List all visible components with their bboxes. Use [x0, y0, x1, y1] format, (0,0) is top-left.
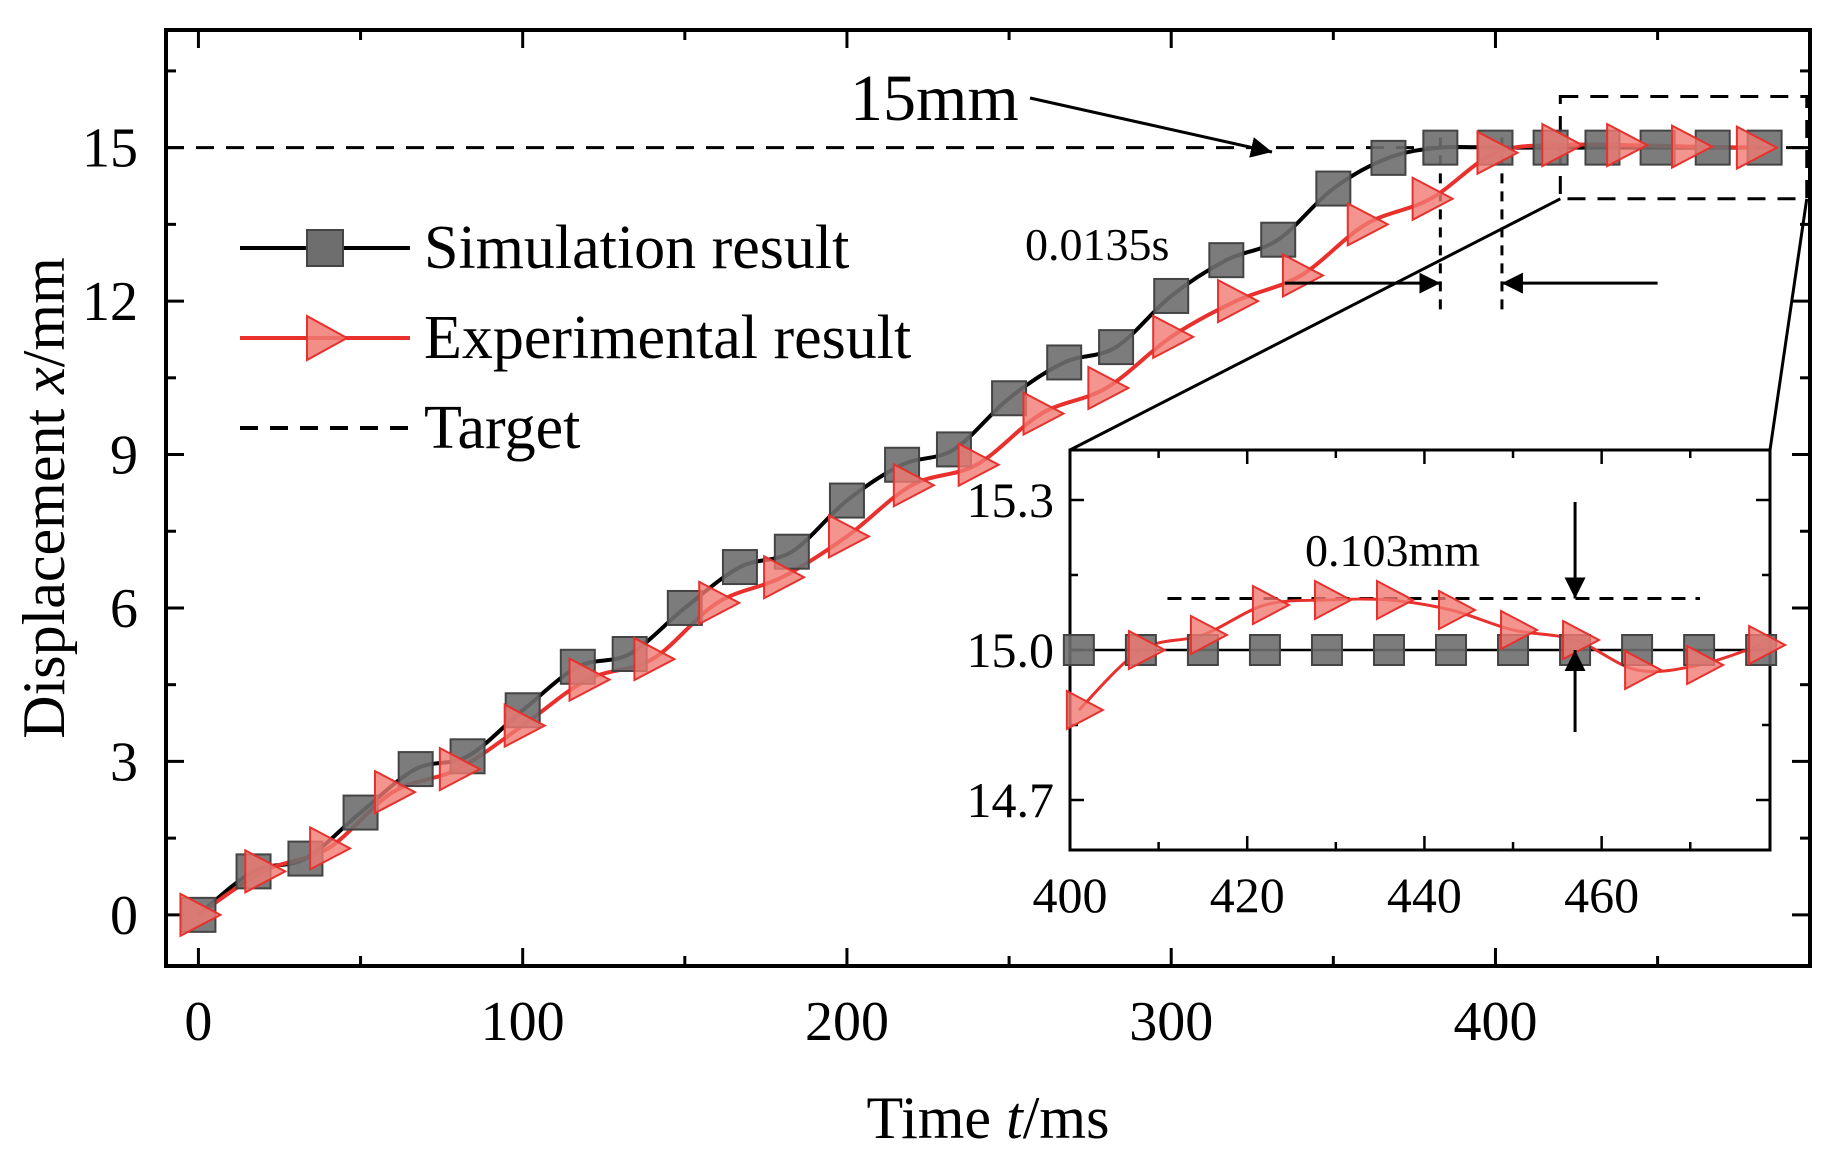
- inset-simulation-point: [1062, 634, 1095, 666]
- inset-experimental-point: [1189, 614, 1230, 656]
- x-tick-label: 300: [1129, 991, 1213, 1053]
- inset-x-tick-label: 420: [1210, 867, 1285, 923]
- simulation-point: [1098, 329, 1135, 366]
- experimental-point: [892, 462, 936, 508]
- simulation-point: [991, 380, 1028, 417]
- experimental-point: [698, 580, 742, 626]
- x-tick-label: 0: [184, 991, 212, 1053]
- settling-time-annotation: 0.0135s: [1025, 219, 1169, 270]
- inset-experimental-point: [1127, 629, 1168, 671]
- target-annotation: 15mm: [850, 62, 1019, 135]
- inset-experimental-point: [1251, 584, 1292, 626]
- legend-label-target: Target: [424, 394, 580, 462]
- inset-y-tick-label: 14.7: [967, 772, 1055, 828]
- simulation-point: [1153, 277, 1190, 314]
- simulation-point: [773, 533, 810, 570]
- inset-simulation-point: [1435, 634, 1468, 666]
- experimental-point: [957, 442, 1001, 488]
- y-tick-label: 9: [110, 425, 138, 487]
- experimental-point: [1541, 122, 1585, 168]
- inset-x-tick-label: 400: [1033, 867, 1108, 923]
- inset-experimental-point: [1686, 644, 1726, 686]
- simulation-point: [1639, 129, 1676, 166]
- inset-experimental-point: [1313, 579, 1354, 621]
- experimental-point: [1735, 124, 1780, 171]
- experimental-point: [568, 656, 612, 703]
- inset-y-tick-label: 15.0: [967, 622, 1055, 678]
- x-axis-title: Time t/ms: [867, 1085, 1110, 1151]
- inset-chart: 400 420 440 460 14.7 15.0 15.3 0.103mm: [967, 448, 1788, 923]
- simulation-point: [397, 751, 434, 788]
- y-tick-label: 6: [110, 578, 138, 640]
- y-tick-label: 12: [82, 271, 138, 333]
- target-annotation-arrow: [1029, 96, 1273, 158]
- experimental-point: [1671, 123, 1715, 170]
- experimental-point: [763, 554, 807, 600]
- simulation-point: [1046, 344, 1083, 381]
- y-axis-title: Displacement x/mm: [11, 257, 77, 739]
- inset-experimental-point: [1375, 579, 1416, 621]
- simulation-point: [1315, 170, 1352, 207]
- simulation-point: [1370, 139, 1407, 176]
- experimental-point: [1217, 278, 1261, 324]
- x-tick-label: 100: [481, 991, 565, 1053]
- inset-experimental-point: [1624, 649, 1664, 691]
- legend-label-experimental: Experimental result: [424, 304, 911, 372]
- legend-label-simulation: Simulation result: [424, 214, 849, 282]
- experimental-point: [1606, 122, 1650, 168]
- experimental-point: [1281, 252, 1326, 299]
- inset-experimental-point: [1065, 689, 1106, 731]
- experimental-point: [1476, 130, 1520, 176]
- experimental-point: [373, 769, 418, 815]
- experimental-point: [1087, 365, 1131, 411]
- legend-marker-simulation: [306, 229, 344, 267]
- inset-experimental-point: [1438, 589, 1478, 631]
- inset-experimental-point: [1748, 624, 1788, 666]
- inset-simulation-point: [1310, 634, 1343, 666]
- overshoot-annotation: 0.103mm: [1305, 525, 1480, 576]
- y-tick-label: 3: [110, 731, 138, 793]
- simulation-point: [721, 549, 758, 586]
- experimental-point: [244, 848, 288, 895]
- plot-frame: [164, 28, 1812, 968]
- experimental-point: [309, 825, 353, 872]
- inset-x-tick-label: 440: [1387, 867, 1462, 923]
- x-tick-label: 400: [1453, 991, 1537, 1053]
- inset-simulation-point: [1372, 634, 1405, 666]
- inset-x-tick-label: 460: [1564, 867, 1639, 923]
- simulation-point: [342, 794, 379, 831]
- experimental-point: [827, 513, 872, 560]
- simulation-point: [666, 589, 703, 626]
- y-tick-label: 15: [82, 118, 138, 180]
- simulation-point: [1260, 221, 1297, 258]
- simulation-point: [828, 482, 865, 519]
- experimental-point: [1022, 390, 1066, 437]
- simulation-point: [1422, 129, 1459, 166]
- x-tick-label: 200: [805, 991, 889, 1053]
- experimental-point: [1152, 314, 1196, 360]
- inset-simulation-point: [1248, 634, 1281, 666]
- legend-marker-experimental: [306, 314, 350, 362]
- experimental-point: [633, 636, 677, 682]
- experimental-point: [1411, 176, 1455, 222]
- inset-y-tick-label: 15.3: [967, 472, 1055, 528]
- legend: Simulation result Experimental result Ta…: [240, 214, 911, 462]
- experimental-point: [503, 702, 547, 749]
- simulation-point: [1208, 242, 1245, 279]
- experimental-point: [1346, 201, 1390, 248]
- experimental-point: [179, 892, 223, 938]
- zoom-connector-right: [1768, 198, 1809, 451]
- inset-experimental-point: [1500, 609, 1540, 651]
- zoom-connector-left: [1069, 197, 1562, 452]
- inset-experimental-point: [1562, 619, 1602, 661]
- y-tick-label: 0: [110, 885, 138, 947]
- experimental-point: [438, 746, 482, 792]
